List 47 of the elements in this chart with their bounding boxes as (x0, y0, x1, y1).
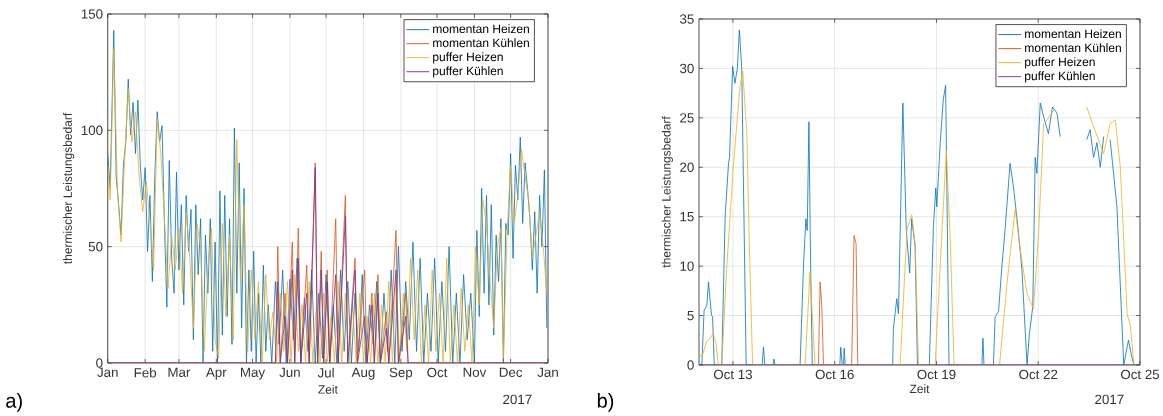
y-tick-label: 100 (81, 125, 103, 136)
y-tick-label: 150 (81, 9, 103, 19)
x-tick-label: Jul (317, 367, 334, 378)
legend-label: puffer Kühlen (433, 66, 503, 78)
text: 2017 (503, 394, 532, 405)
y-tick-label: 50 (88, 241, 103, 252)
x-tick-label: Oct 19 (917, 369, 956, 380)
x-tick-label: Oct 16 (815, 369, 854, 380)
x-tick-label: Jan (537, 367, 558, 377)
y-tick-label: 0 (687, 360, 694, 370)
legend-label: puffer Kühlen (1025, 71, 1095, 83)
x-tick-label: Jan (97, 367, 118, 377)
x-axis-title: Zeit (909, 384, 930, 394)
legend-label: momentan Kühlen (433, 38, 529, 48)
text: b) (597, 393, 614, 412)
y-axis-title: thermischer Leistungsbedarf (661, 116, 673, 268)
legend-label: momentan Heizen (433, 24, 529, 34)
x-tick-label: Oct 13 (713, 369, 752, 380)
x-tick-label: Jun (279, 367, 300, 377)
y-tick-label: 35 (679, 14, 694, 24)
text: 2017 (1095, 394, 1124, 405)
y-tick-label: 5 (687, 310, 694, 321)
x-tick-label: Oct (427, 367, 448, 378)
y-axis-title: thermischer Leistungsbedarf (63, 112, 75, 265)
y-tick-label: 25 (680, 113, 694, 123)
y-tick-label: 10 (680, 261, 694, 271)
x-tick-label: Mar (168, 367, 191, 377)
x-tick-label: Dec (499, 367, 523, 377)
x-tick-label: May (240, 367, 266, 380)
y-tick-label: 0 (96, 358, 103, 368)
x-tick-label: Oct 22 (1019, 369, 1058, 380)
x-tick-label: Feb (134, 367, 157, 378)
y-tick-label: 30 (679, 63, 694, 74)
x-tick-label: Nov (463, 367, 487, 377)
y-tick-label: 20 (680, 162, 694, 172)
legend-label: momentan Kühlen (1025, 43, 1121, 53)
x-tick-label: Oct 25 (1120, 369, 1160, 380)
legend-label: puffer Heizen (1025, 57, 1095, 69)
x-axis-title: Zeit (318, 384, 338, 394)
legend-label: puffer Heizen (433, 52, 503, 64)
text: a) (6, 393, 22, 412)
y-tick-label: 15 (680, 212, 694, 222)
x-tick-label: Apr (205, 367, 227, 380)
line-series (818, 235, 859, 365)
x-tick-label: Aug (351, 367, 375, 380)
legend-label: momentan Heizen (1025, 29, 1121, 39)
x-tick-label: Sep (389, 367, 413, 380)
